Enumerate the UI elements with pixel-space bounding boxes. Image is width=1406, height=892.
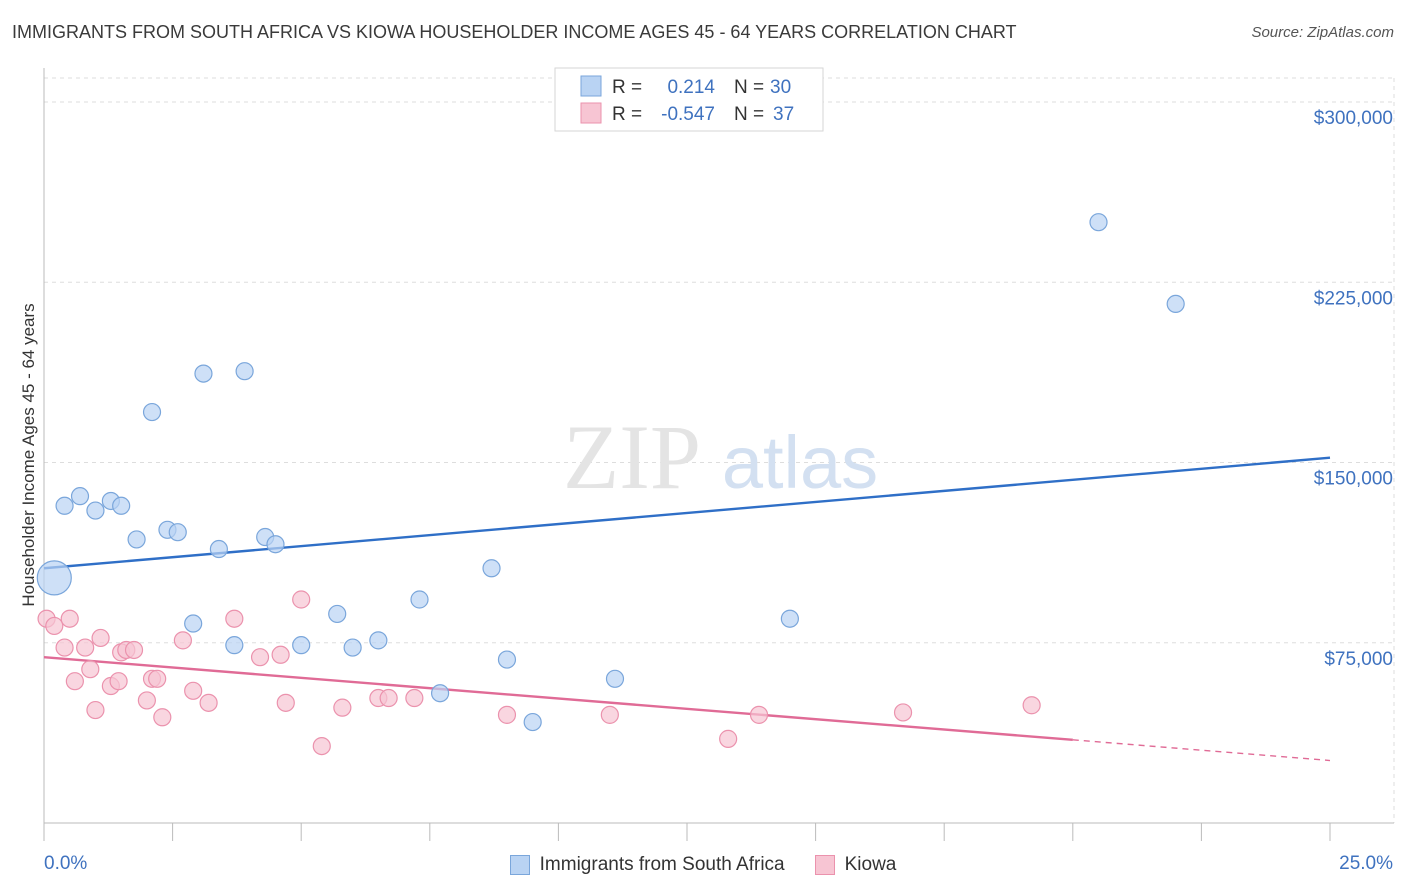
point-kiowa — [276, 693, 295, 712]
point-kiowa — [173, 631, 192, 650]
point-south-africa — [328, 604, 347, 624]
point-kiowa — [1022, 696, 1041, 715]
source-label: Source: ZipAtlas.com — [1251, 24, 1394, 41]
point-south-africa — [194, 364, 213, 383]
legend-bottom: Immigrants from South Africa Kiowa — [0, 852, 1406, 878]
point-south-africa — [523, 712, 542, 732]
legend-item-south-africa: Immigrants from South Africa — [509, 854, 785, 876]
point-kiowa — [333, 698, 352, 717]
y-tick-label: $300,000 — [1314, 108, 1393, 129]
point-south-africa — [369, 631, 388, 650]
point-south-africa — [142, 402, 162, 422]
point-kiowa — [184, 681, 203, 700]
legend-r-value-blue: 0.214 — [667, 77, 715, 98]
point-kiowa — [148, 669, 167, 688]
point-south-africa — [70, 487, 90, 506]
point-south-africa — [482, 559, 501, 578]
y-tick-label: $225,000 — [1314, 288, 1393, 309]
point-kiowa — [60, 609, 79, 628]
point-south-africa — [235, 362, 254, 381]
point-south-africa — [209, 539, 228, 559]
watermark-atlas: atlas — [722, 421, 878, 504]
point-kiowa — [91, 628, 110, 648]
y-axis-label: Householder Income Ages 45 - 64 years — [19, 303, 38, 606]
point-south-africa — [55, 496, 74, 515]
point-south-africa — [343, 638, 362, 657]
legend-n-label-blue: N = — [734, 77, 764, 98]
point-south-africa — [430, 684, 450, 703]
legend-r-value-pink: -0.547 — [661, 104, 715, 125]
legend-swatch-south-africa — [509, 855, 530, 875]
point-kiowa — [153, 708, 172, 727]
legend-n-value-blue: 30 — [770, 77, 791, 98]
data-points — [36, 213, 1185, 756]
point-kiowa — [497, 705, 517, 724]
point-kiowa — [379, 688, 398, 708]
x-tick-label: 0.0% — [44, 853, 87, 874]
watermark: ZIP atlas — [563, 406, 878, 508]
point-south-africa — [266, 535, 285, 554]
point-kiowa — [719, 729, 738, 748]
legend-r-label-pink: R = — [612, 104, 642, 125]
point-south-africa — [410, 590, 429, 609]
legend-n-value-pink: 37 — [773, 104, 794, 125]
legend-label-south-africa: Immigrants from South Africa — [539, 854, 785, 875]
x-tick-label: 25.0% — [1339, 853, 1393, 874]
point-kiowa — [124, 640, 144, 660]
point-kiowa — [137, 691, 156, 710]
axes — [43, 68, 1394, 841]
point-south-africa — [127, 530, 146, 549]
legend-swatch-blue — [580, 75, 602, 97]
point-south-africa — [184, 614, 203, 633]
y-tick-label: $150,000 — [1314, 469, 1393, 490]
point-south-africa — [36, 560, 72, 596]
point-kiowa — [109, 672, 128, 691]
legend-r-label-blue: R = — [612, 77, 642, 98]
legend-label-kiowa: Kiowa — [844, 854, 897, 875]
point-kiowa — [86, 700, 105, 720]
legend-item-kiowa: Kiowa — [814, 854, 897, 876]
point-south-africa — [86, 501, 105, 520]
y-tick-label: $75,000 — [1324, 649, 1393, 670]
legend-top: R = 0.214 N = 30 R = -0.547 N = 37 — [554, 67, 824, 132]
point-kiowa — [893, 703, 913, 722]
point-south-africa — [225, 636, 244, 655]
point-kiowa — [225, 609, 244, 628]
chart-title: IMMIGRANTS FROM SOUTH AFRICA VS KIOWA HO… — [12, 22, 1017, 42]
tick-labels: $75,000 $150,000 $225,000 $300,000 0.0% 25.0% — [44, 108, 1393, 874]
point-kiowa — [65, 672, 84, 691]
watermark-zip: ZIP — [563, 406, 701, 508]
trend-kiowa-extension — [1072, 739, 1331, 762]
point-kiowa — [271, 645, 290, 664]
point-kiowa — [250, 648, 270, 667]
point-kiowa — [292, 590, 311, 609]
legend-n-label-pink: N = — [734, 104, 764, 125]
point-kiowa — [600, 705, 619, 724]
trend-lines — [43, 456, 1331, 762]
point-south-africa — [780, 609, 799, 628]
point-kiowa — [312, 736, 331, 756]
point-south-africa — [1089, 213, 1108, 232]
point-kiowa — [76, 638, 95, 657]
trend-south-africa — [43, 456, 1331, 570]
point-south-africa — [1166, 294, 1185, 314]
point-kiowa — [199, 693, 218, 712]
point-south-africa — [605, 669, 625, 688]
point-kiowa — [81, 660, 100, 679]
point-kiowa — [749, 705, 769, 724]
point-south-africa — [497, 650, 517, 669]
point-south-africa — [292, 636, 311, 655]
legend-swatch-kiowa — [814, 855, 835, 875]
point-south-africa — [168, 523, 187, 542]
trend-kiowa — [43, 655, 1073, 742]
point-kiowa — [45, 616, 64, 636]
point-south-africa — [112, 496, 131, 515]
point-kiowa — [405, 688, 424, 708]
point-kiowa — [55, 638, 74, 657]
legend-swatch-pink — [580, 102, 602, 124]
